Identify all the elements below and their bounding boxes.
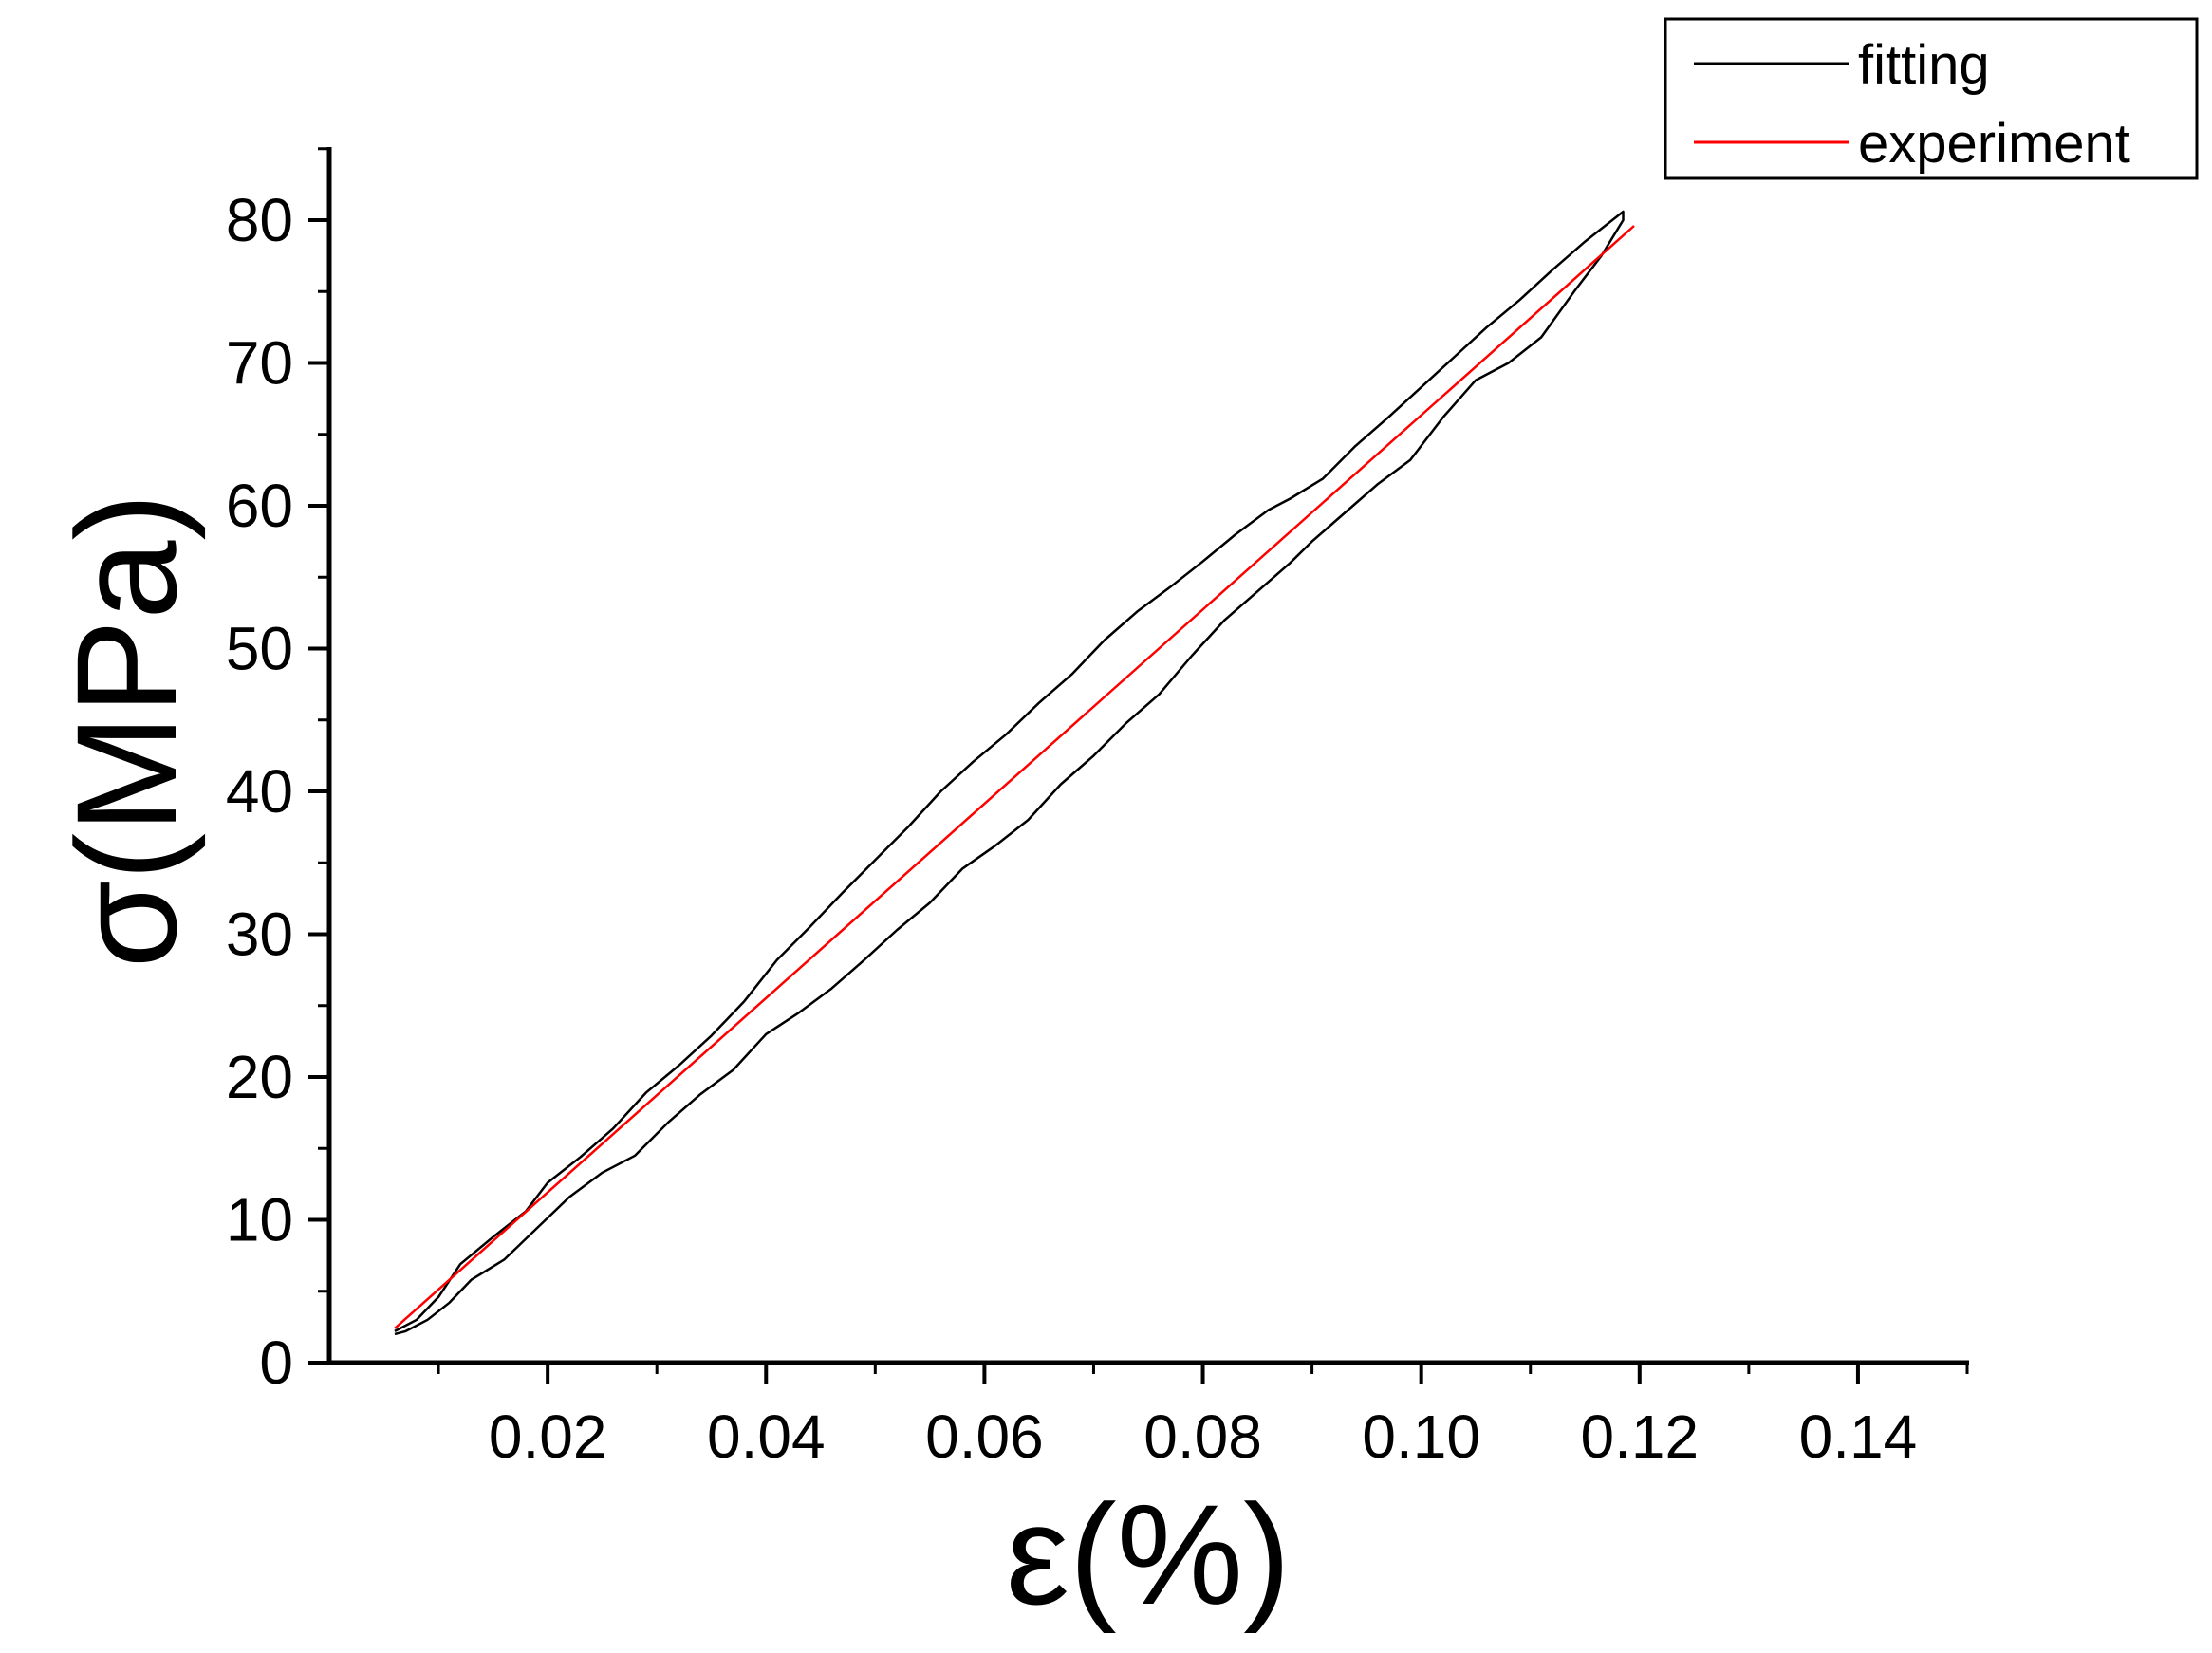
axes-layer: [326, 147, 1969, 1365]
x-ticks: 0.02 0.04 0.06 0.08 0.10 0.12 0.14: [437, 1363, 1969, 1471]
y-tick-label: 50: [226, 615, 293, 683]
x-tick-label: 0.08: [1143, 1402, 1262, 1471]
y-tick-label: 10: [226, 1186, 293, 1254]
y-tick-label: 40: [226, 757, 293, 826]
x-tick-label: 0.10: [1362, 1402, 1480, 1471]
y-tick-label: 0: [259, 1328, 293, 1397]
legend-label-fitting: fitting: [1858, 34, 1990, 96]
x-tick-label: 0.06: [925, 1402, 1044, 1471]
y-tick-label: 60: [226, 472, 293, 540]
x-axis-title: ε(%): [1006, 1475, 1291, 1634]
y-tick-label: 70: [226, 329, 293, 398]
y-tick-label: 20: [226, 1043, 293, 1111]
x-tick-label: 0.14: [1799, 1402, 1918, 1471]
series-line-experiment: [394, 225, 1635, 1329]
series-line-fitting: [394, 210, 1625, 1336]
x-tick-label: 0.04: [707, 1402, 826, 1471]
y-ticks: 0 10 20 30 40 50 60 70 80: [226, 147, 329, 1397]
y-tick-label: 80: [226, 186, 293, 254]
series-layer: [394, 210, 1635, 1336]
x-tick-label: 0.12: [1581, 1402, 1700, 1471]
y-tick-label: 30: [226, 901, 293, 969]
legend-box: [1664, 17, 2199, 180]
x-tick-label: 0.02: [489, 1402, 607, 1471]
legend: fitting experiment: [1664, 17, 2199, 180]
legend-label-experiment: experiment: [1858, 113, 2130, 175]
y-axis-title: σ(MPa): [46, 493, 206, 969]
